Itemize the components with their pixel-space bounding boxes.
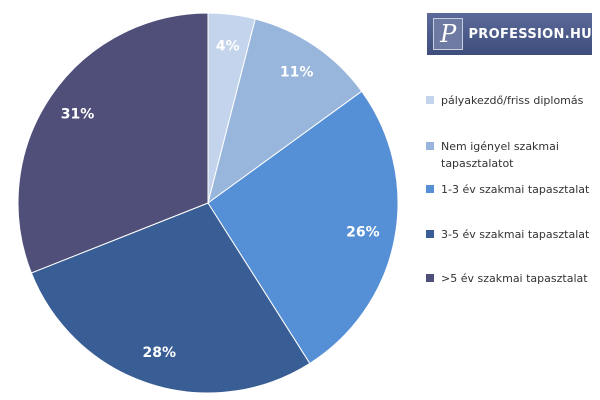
legend-swatch: [426, 230, 434, 238]
legend-item: 3-5 év szakmai tapasztalat: [426, 226, 591, 243]
pie-chart: 4% 11% 26% 28% 31%: [17, 12, 399, 394]
pie-slice: [17, 12, 209, 274]
legend-item: >5 év szakmai tapasztalat: [426, 270, 591, 287]
legend-swatch: [426, 142, 434, 150]
legend-label: 3-5 év szakmai tapasztalat: [441, 228, 590, 241]
slice-label: 28%: [143, 345, 177, 361]
legend-item: Nem igényel szakmai tapasztalatot: [426, 138, 591, 172]
logo-text: PROFESSION.HU: [468, 26, 592, 42]
legend-label: Nem igényel szakmai tapasztalatot: [441, 140, 559, 170]
legend-label: 1-3 év szakmai tapasztalat: [441, 183, 590, 196]
pie-slice: [207, 18, 363, 205]
legend-swatch: [426, 185, 434, 193]
logo-icon: P: [433, 18, 464, 50]
legend-item: 1-3 év szakmai tapasztalat: [426, 181, 591, 198]
legend-item: pályakezdő/friss diplomás: [426, 92, 591, 109]
slice-label: 31%: [61, 106, 95, 122]
legend-label: >5 év szakmai tapasztalat: [441, 272, 588, 285]
slice-label: 26%: [346, 225, 380, 241]
pie-slice: [30, 202, 311, 394]
slice-label: 11%: [280, 65, 314, 81]
logo: P PROFESSION.HU: [427, 13, 592, 55]
slice-label: 4%: [216, 39, 240, 55]
legend-swatch: [426, 274, 434, 282]
legend-label: pályakezdő/friss diplomás: [441, 94, 584, 107]
pie-slice: [207, 90, 399, 365]
legend-swatch: [426, 96, 434, 104]
